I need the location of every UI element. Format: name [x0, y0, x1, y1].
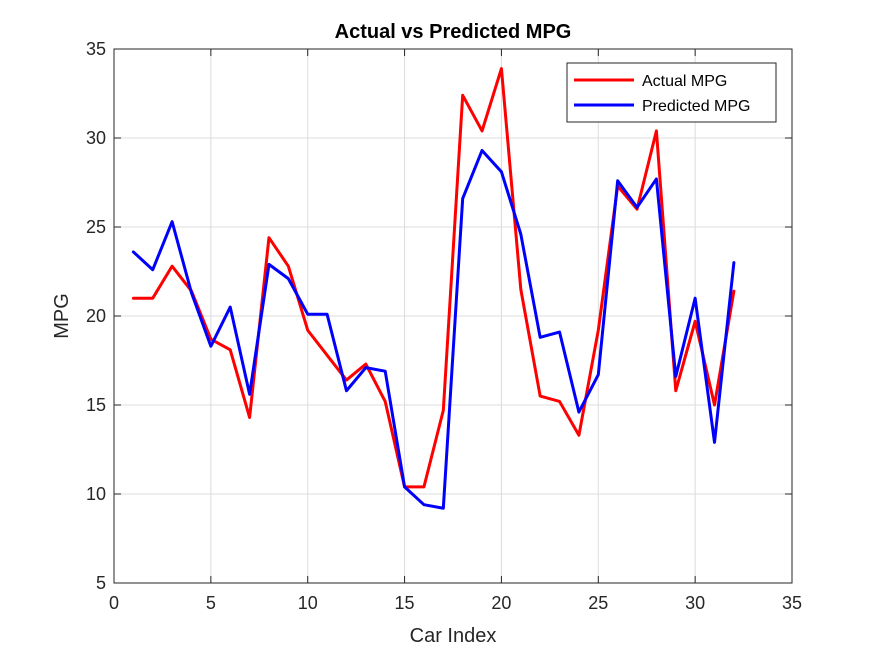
y-tick-label: 35: [86, 39, 106, 59]
legend-box: [566, 62, 777, 123]
x-tick-label: 20: [491, 593, 511, 613]
y-tick-label: 10: [86, 484, 106, 504]
x-tick-label: 0: [109, 593, 119, 613]
legend-label-predicted: Predicted MPG: [642, 98, 750, 115]
y-tick-label: 20: [86, 306, 106, 326]
chart-title: Actual vs Predicted MPG: [335, 21, 572, 43]
y-tick-label: 5: [96, 573, 106, 593]
y-tick-label: 25: [86, 217, 106, 237]
legend-label-actual: Actual MPG: [642, 73, 727, 90]
x-axis-label: Car Index: [410, 625, 497, 647]
x-tick-label: 15: [395, 593, 415, 613]
x-tick-label: 30: [685, 593, 705, 613]
x-tick-label: 35: [782, 593, 802, 613]
legend: Actual MPG Predicted MPG: [566, 62, 777, 123]
predicted-mpg-line: [131, 148, 736, 510]
x-tick-label: 25: [588, 593, 608, 613]
x-tick-label: 5: [206, 593, 216, 613]
x-tick-label: 10: [298, 593, 318, 613]
y-tick-label: 30: [86, 128, 106, 148]
series-lines: [131, 67, 736, 510]
y-axis-label: MPG: [51, 293, 73, 339]
y-tick-label: 15: [86, 395, 106, 415]
